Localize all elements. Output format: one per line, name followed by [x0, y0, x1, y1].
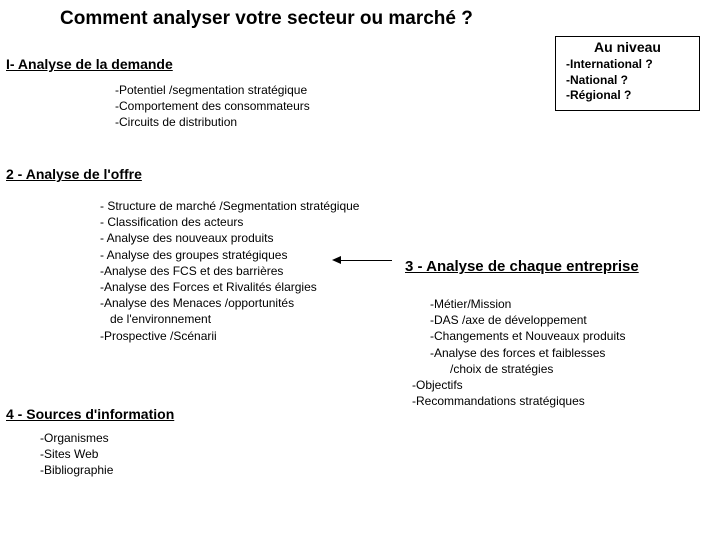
list-item: -Organismes	[40, 430, 113, 446]
section4-heading: 4 - Sources d'information	[6, 406, 174, 422]
level-box-item: -National ?	[566, 73, 689, 89]
section3-items: -Métier/Mission -DAS /axe de développeme…	[430, 296, 625, 409]
level-box-item: -International ?	[566, 57, 689, 73]
list-item: de l'environnement	[100, 311, 359, 327]
level-box-item: -Régional ?	[566, 88, 689, 104]
list-item: -Objectifs	[412, 377, 625, 393]
section3-heading: 3 - Analyse de chaque entreprise	[405, 258, 639, 275]
list-item: -Changements et Nouveaux produits	[430, 328, 625, 344]
page-title: Comment analyser votre secteur ou marché…	[60, 8, 473, 30]
list-item: - Analyse des groupes stratégiques	[100, 247, 359, 263]
section2-heading: 2 - Analyse de l'offre	[6, 166, 142, 182]
level-box-heading: Au niveau	[566, 39, 689, 55]
list-item: -Recommandations stratégiques	[412, 393, 625, 409]
list-item: -Analyse des FCS et des barrières	[100, 263, 359, 279]
level-box: Au niveau -International ? -National ? -…	[555, 36, 700, 111]
arrow-left-icon	[332, 256, 392, 266]
list-item: -DAS /axe de développement	[430, 312, 625, 328]
list-item: -Analyse des forces et faiblesses	[430, 345, 625, 361]
list-item: -Analyse des Forces et Rivalités élargie…	[100, 279, 359, 295]
list-item: - Structure de marché /Segmentation stra…	[100, 198, 359, 214]
list-item: -Bibliographie	[40, 462, 113, 478]
list-item: -Circuits de distribution	[115, 114, 310, 130]
list-item: - Classification des acteurs	[100, 214, 359, 230]
list-item: -Potentiel /segmentation stratégique	[115, 82, 310, 98]
list-item: - Analyse des nouveaux produits	[100, 230, 359, 246]
section4-items: -Organismes -Sites Web -Bibliographie	[40, 430, 113, 479]
list-item: -Prospective /Scénarii	[100, 328, 359, 344]
section1-heading: I- Analyse de la demande	[6, 56, 173, 72]
list-item: -Métier/Mission	[430, 296, 625, 312]
list-item: -Sites Web	[40, 446, 113, 462]
section2-items: - Structure de marché /Segmentation stra…	[100, 198, 359, 344]
list-item: /choix de stratégies	[430, 361, 625, 377]
section1-items: -Potentiel /segmentation stratégique -Co…	[115, 82, 310, 131]
list-item: -Comportement des consommateurs	[115, 98, 310, 114]
list-item: -Analyse des Menaces /opportunités	[100, 295, 359, 311]
